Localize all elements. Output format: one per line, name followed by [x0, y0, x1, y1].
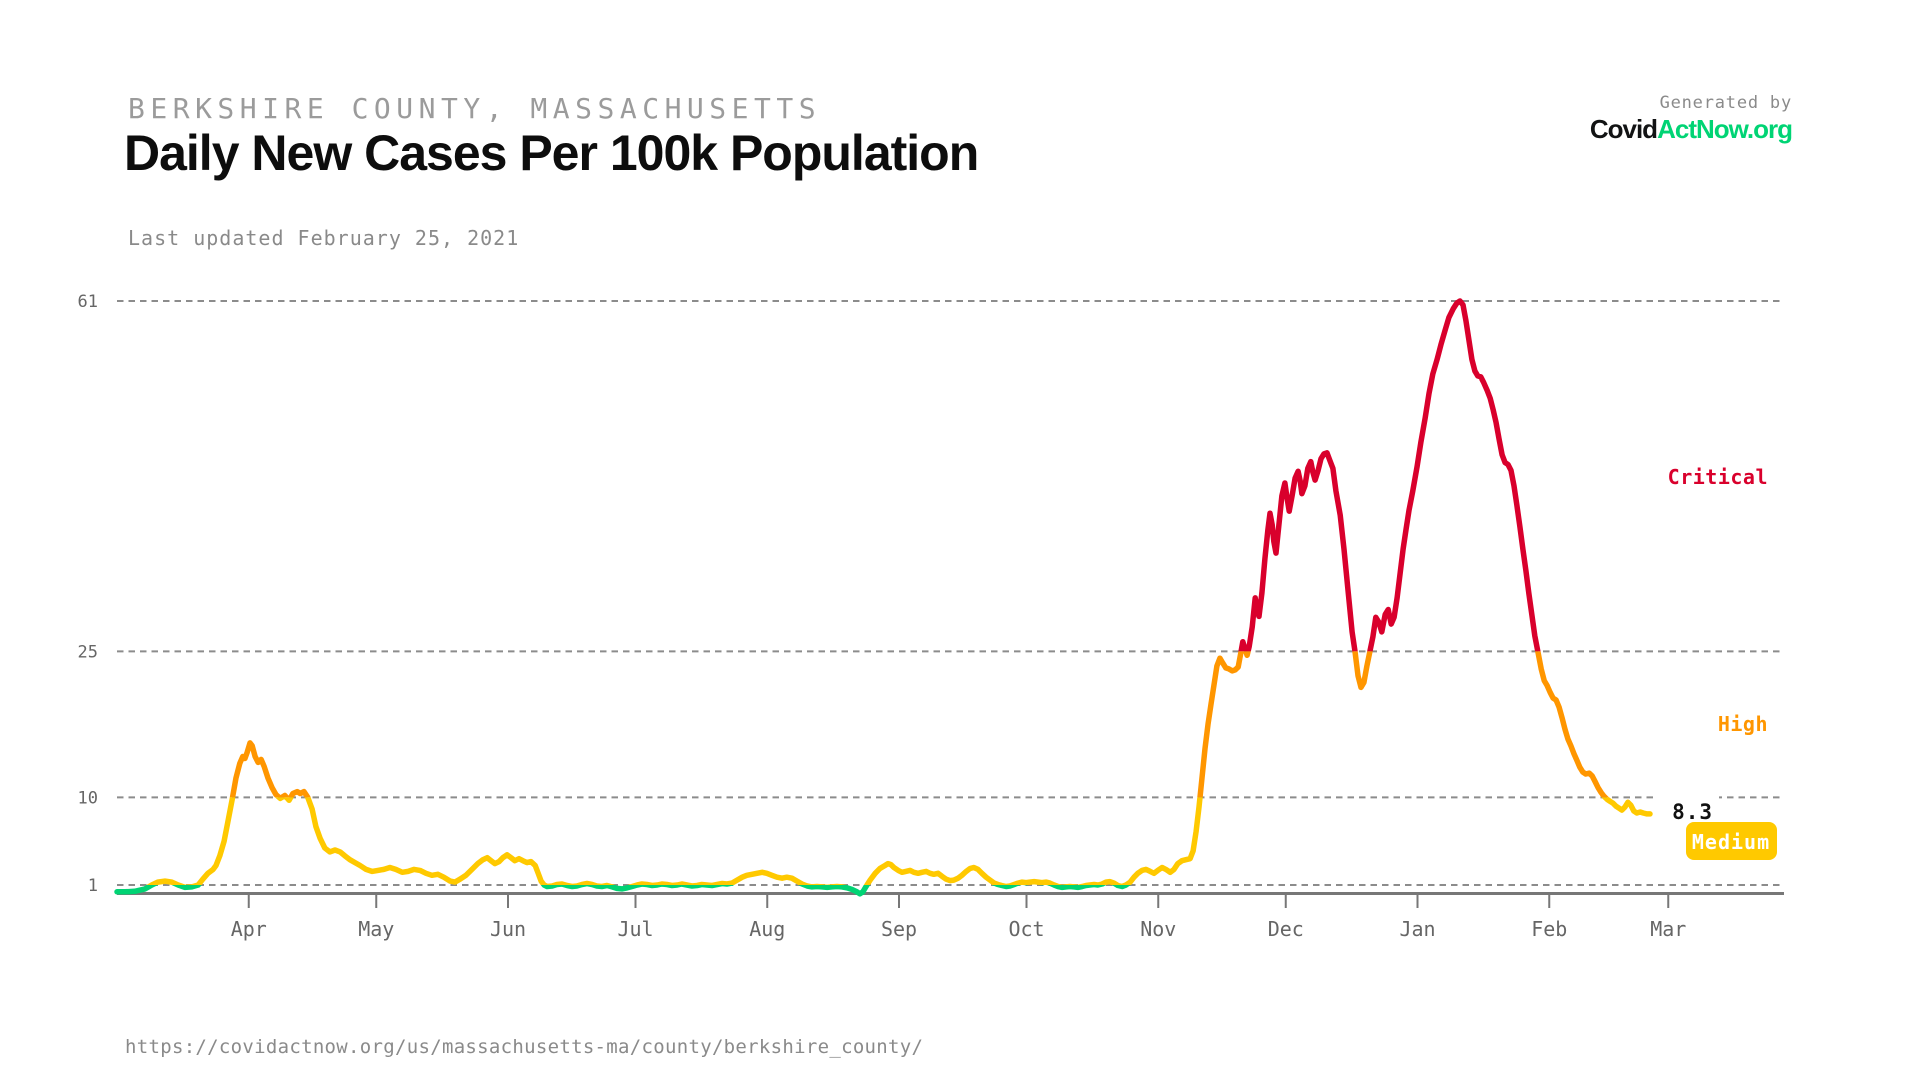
- logo-org: .org: [1746, 114, 1793, 144]
- month-label: Jul: [617, 917, 653, 941]
- month-label: Aug: [749, 917, 785, 941]
- source-url: https://covidactnow.org/us/massachusetts…: [125, 1036, 924, 1058]
- month-label: Dec: [1268, 917, 1304, 941]
- month-label: Sep: [881, 917, 917, 941]
- generated-by-label: Generated by: [1659, 93, 1792, 113]
- cases-line-low: [114, 885, 1131, 897]
- y-tick-label: 25: [78, 642, 98, 662]
- cases-line-critical: [1238, 298, 1541, 652]
- logo-covid: Covid: [1589, 114, 1658, 144]
- last-updated-label: Last updated February 25, 2021: [128, 226, 520, 250]
- covidactnow-logo: CovidActNow.org: [1589, 114, 1793, 144]
- critical-zone-label: Critical: [1668, 465, 1768, 489]
- month-label: Feb: [1531, 917, 1567, 941]
- cases-line-high: [229, 651, 1610, 798]
- brand-block: Generated by CovidActNow.org: [1589, 93, 1793, 145]
- logo-actnow: ActNow: [1657, 114, 1748, 144]
- month-label: Nov: [1140, 917, 1176, 941]
- high-zone-label: High: [1718, 712, 1768, 736]
- month-label: Jan: [1399, 917, 1435, 941]
- current-risk-badge: [1686, 822, 1777, 860]
- y-tick-label: 61: [78, 292, 98, 312]
- y-tick-label: 1: [88, 876, 98, 896]
- cases-line-medium: [146, 797, 1653, 886]
- current-risk-badge-label: Medium: [1692, 830, 1770, 854]
- value-label-halo: [1655, 794, 1719, 826]
- month-label: Jun: [490, 917, 526, 941]
- month-label: Oct: [1008, 917, 1044, 941]
- current-value-label: 8.3: [1672, 800, 1713, 824]
- y-tick-label: 10: [78, 788, 98, 808]
- month-label: Mar: [1650, 917, 1686, 941]
- county-label: BERKSHIRE COUNTY, MASSACHUSETTS: [128, 92, 822, 125]
- month-label: May: [358, 917, 394, 941]
- month-label: Apr: [231, 917, 267, 941]
- page-title: Daily New Cases Per 100k Population: [124, 125, 979, 181]
